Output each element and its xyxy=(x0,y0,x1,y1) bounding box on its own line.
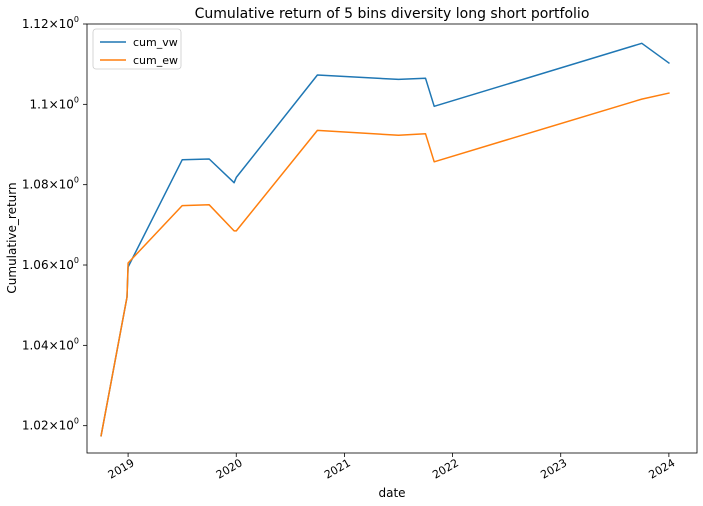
series-layer xyxy=(100,42,670,437)
y-tick-label: 1.08×100 xyxy=(22,176,79,192)
legend-box xyxy=(92,28,182,70)
series-line-cum_ew xyxy=(100,92,670,437)
legend-label-cum_vw: cum_vw xyxy=(133,36,178,49)
y-tick-label: 1.12×100 xyxy=(22,15,79,31)
legend-label-cum_ew: cum_ew xyxy=(133,54,178,67)
y-tick-label: 1.06×100 xyxy=(22,256,79,272)
legend: cum_vw cum_ew xyxy=(92,28,182,70)
y-tick-label: 1.04×100 xyxy=(22,336,79,352)
y-tick-label: 1.1×100 xyxy=(29,95,79,111)
y-axis-label: Cumulative_return xyxy=(5,182,19,293)
y-tick-label: 1.02×100 xyxy=(22,417,79,433)
x-axis-label: date xyxy=(378,486,405,500)
plot-frame xyxy=(86,23,698,454)
chart-title: Cumulative return of 5 bins diversity lo… xyxy=(195,6,590,22)
